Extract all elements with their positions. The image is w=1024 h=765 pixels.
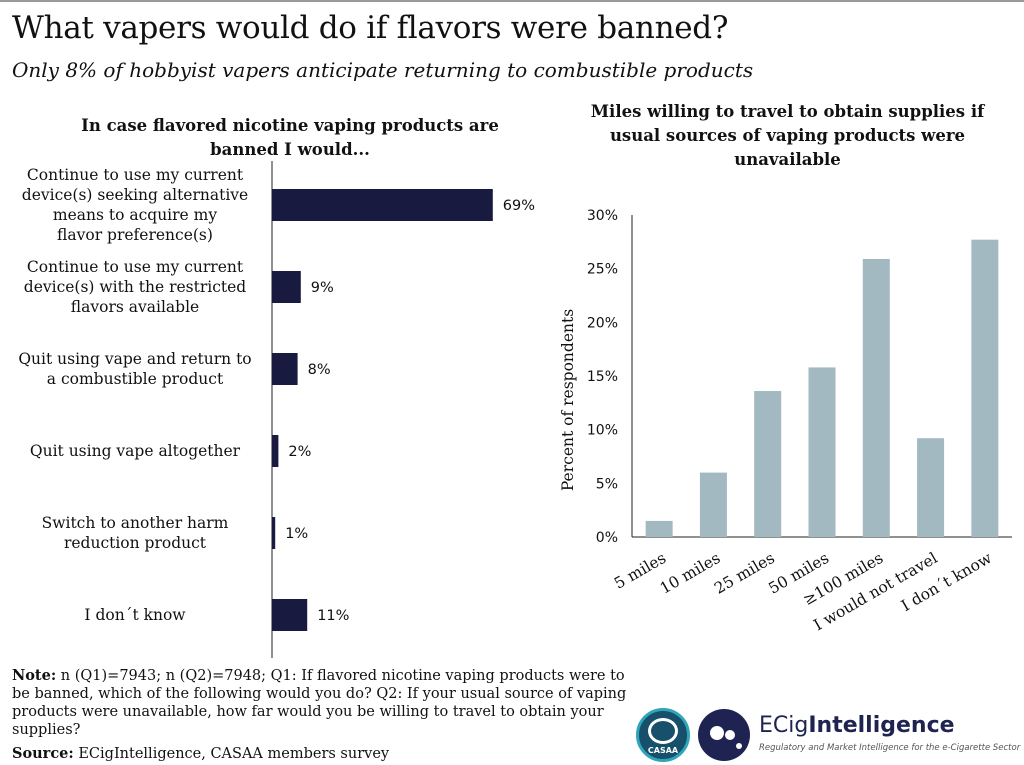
category-label-1: Continue to use my current device(s) with… bbox=[24, 258, 247, 316]
category-label-4: Switch to another harm reduction product bbox=[42, 514, 229, 552]
y-tick-label-2: 10% bbox=[587, 423, 618, 439]
bar-2 bbox=[754, 391, 782, 537]
category-label-0-line-1: device(s) seeking alternative bbox=[22, 186, 248, 204]
category-label-2-line-0: Quit using vape and return to bbox=[18, 350, 251, 368]
y-tick-label-5: 25% bbox=[587, 262, 618, 278]
category-label-0-line-2: means to acquire my bbox=[53, 206, 217, 224]
source: Source: ECigIntelligence, CASAA members … bbox=[12, 745, 389, 762]
data-label-2: 8% bbox=[308, 362, 331, 378]
note: Note: n (Q1)=7943; n (Q2)=7948; Q1: If f… bbox=[12, 667, 632, 739]
category-label-0: Continue to use my current device(s) seek… bbox=[22, 166, 248, 244]
y-tick-label-0: 0% bbox=[596, 530, 618, 546]
eci-name-bold: Intelligence bbox=[808, 713, 955, 738]
category-label-4-line-0: Switch to another harm bbox=[42, 514, 229, 532]
bar-4 bbox=[862, 259, 890, 537]
category-label-2-line-1: a combustible product bbox=[47, 370, 224, 388]
category-label-3: Quit using vape altogether bbox=[30, 442, 241, 460]
source-text: ECigIntelligence, CASAA members survey bbox=[73, 746, 390, 762]
y-tick-label-6: 30% bbox=[587, 208, 618, 224]
page-subtitle: Only 8% of hobbyist vapers anticipate re… bbox=[12, 58, 754, 82]
data-label-0: 69% bbox=[503, 198, 535, 214]
category-label-5-line-0: I don´t know bbox=[84, 606, 186, 624]
ecigintelligence-tagline: Regulatory and Market Intelligence for t… bbox=[759, 743, 1021, 753]
left-chart-title: In case flavored nicotine vaping product… bbox=[81, 116, 499, 159]
category-label-1-line-1: device(s) with the restricted bbox=[24, 278, 247, 296]
bar-0 bbox=[272, 189, 493, 221]
bar-1 bbox=[699, 472, 727, 537]
bar-2 bbox=[272, 353, 298, 385]
category-label-1-line-2: flavors available bbox=[71, 298, 199, 316]
y-tick-label-3: 15% bbox=[587, 369, 618, 385]
x-tick-label-1: 10 miles bbox=[657, 549, 724, 598]
category-label-2: Quit using vape and return to a combustib… bbox=[18, 350, 251, 388]
category-label-5: I don´t know bbox=[84, 606, 186, 624]
bar-6 bbox=[971, 239, 999, 538]
source-label: Source: bbox=[12, 745, 74, 762]
ecigintelligence-logo-icon bbox=[698, 709, 750, 761]
top-rule bbox=[0, 0, 1024, 2]
x-tick-label-2: 25 miles bbox=[711, 549, 778, 598]
data-label-1: 9% bbox=[311, 280, 334, 296]
bar-5 bbox=[272, 599, 308, 631]
category-label-0-line-0: Continue to use my current bbox=[27, 166, 244, 184]
ecigintelligence-logo-text: ECigIntelligence bbox=[759, 713, 955, 738]
bar-5 bbox=[917, 438, 945, 537]
casaa-ring-icon bbox=[648, 718, 678, 744]
category-label-1-line-0: Continue to use my current bbox=[27, 258, 244, 276]
data-label-4: 1% bbox=[285, 526, 308, 542]
y-axis-title: Percent of respondents bbox=[559, 309, 577, 491]
data-label-5: 11% bbox=[317, 608, 349, 624]
bar-3 bbox=[272, 435, 279, 467]
bar-4 bbox=[272, 517, 276, 549]
right-chart-title: Miles willing to travel to obtain suppli… bbox=[590, 102, 985, 169]
y-tick-label-4: 20% bbox=[587, 315, 618, 331]
data-label-3: 2% bbox=[288, 444, 311, 460]
casaa-logo-text: CASAA bbox=[647, 746, 679, 755]
category-label-3-line-0: Quit using vape altogether bbox=[30, 442, 241, 460]
casaa-logo: CASAA bbox=[636, 708, 690, 762]
bar-0 bbox=[645, 520, 673, 537]
note-label: Note: bbox=[12, 667, 57, 684]
page-title: What vapers would do if flavors were ban… bbox=[12, 10, 729, 46]
eci-name-light: ECig bbox=[759, 713, 809, 738]
bar-3 bbox=[808, 367, 836, 537]
note-text: n (Q1)=7943; n (Q2)=7948; Q1: If flavore… bbox=[12, 668, 627, 738]
category-label-4-line-1: reduction product bbox=[64, 534, 207, 552]
category-label-0-line-3: flavor preference(s) bbox=[57, 226, 213, 244]
y-tick-label-1: 5% bbox=[596, 476, 618, 492]
bar-1 bbox=[272, 271, 301, 303]
logos: CASAA ECigIntelligence Regulatory and Ma… bbox=[636, 708, 1020, 764]
x-tick-label-6: I don´t know bbox=[898, 549, 995, 616]
